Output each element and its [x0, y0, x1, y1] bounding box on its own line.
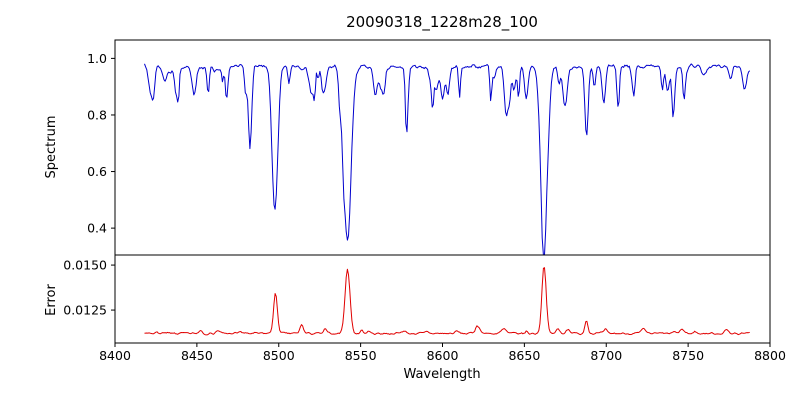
- x-tick-label: 8800: [754, 348, 786, 363]
- error-y-tick-label: 0.0150: [63, 258, 107, 273]
- chart-title: 20090318_1228m28_100: [346, 13, 538, 32]
- error-y-tick-label: 0.0125: [63, 303, 107, 318]
- spectrum-axes-frame: [114, 39, 771, 256]
- x-tick-label: 8750: [672, 348, 704, 363]
- error-y-axis-label: Error: [44, 284, 59, 316]
- x-axis-label: Wavelength: [403, 367, 480, 382]
- error-line: [144, 267, 750, 336]
- x-tick-label: 8600: [427, 348, 459, 363]
- spectrum-y-tick-label: 0.8: [87, 107, 107, 122]
- x-tick-label: 8500: [263, 348, 295, 363]
- error-axes-frame: [114, 254, 771, 344]
- spectrum-line: [144, 63, 751, 256]
- plot-content: 8400 8450 8500 8550 8600 8650 8700 8750 8800 0.4 0…: [63, 51, 786, 363]
- x-tick-label: 8650: [508, 348, 540, 363]
- x-tick-label: 8400: [99, 348, 131, 363]
- x-tick-label: 8450: [181, 348, 213, 363]
- spectrum-y-tick-label: 1.0: [87, 51, 107, 66]
- spectrum-y-tick-label: 0.4: [87, 221, 107, 236]
- spectrum-y-axis-label: Spectrum: [44, 116, 59, 179]
- spectrum-y-tick-label: 0.6: [87, 164, 107, 179]
- x-tick-label: 8700: [590, 348, 622, 363]
- x-tick-label: 8550: [345, 348, 377, 363]
